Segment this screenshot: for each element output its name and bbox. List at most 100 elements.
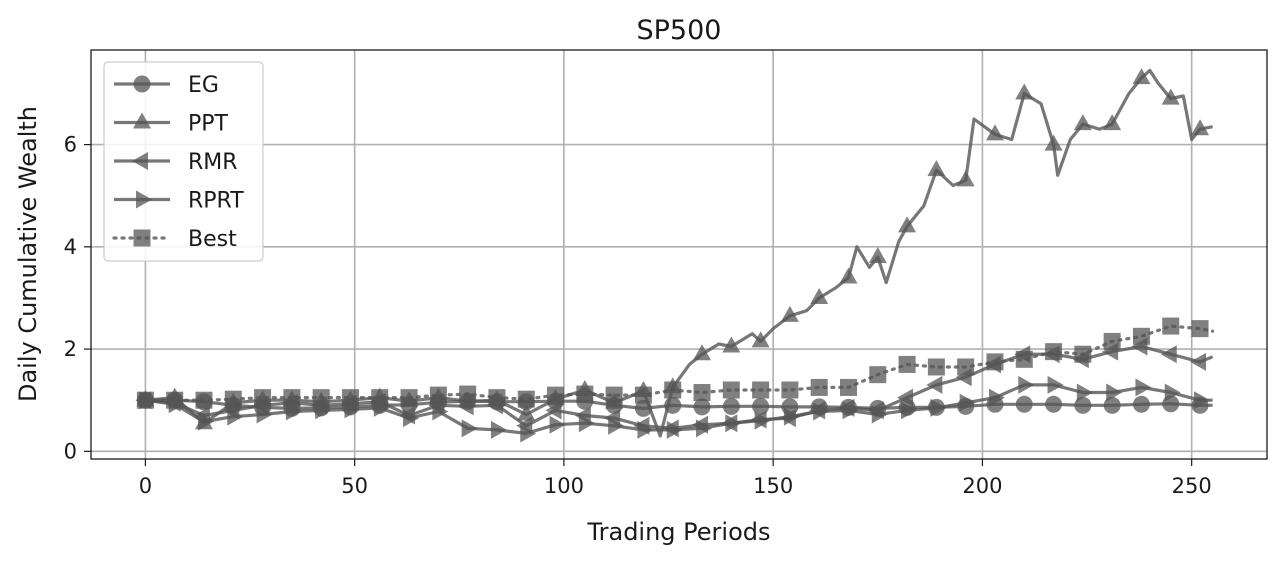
data-point-best <box>1103 332 1121 350</box>
legend-box <box>103 61 264 262</box>
data-point-ppt <box>927 160 946 177</box>
data-point-best <box>1074 345 1092 363</box>
data-point-ppt <box>1073 114 1092 131</box>
data-point-rmr <box>1160 345 1177 364</box>
data-point-best <box>312 389 330 407</box>
legend-marker-eg <box>133 75 151 93</box>
series-layer <box>135 68 1215 443</box>
data-point-best <box>1162 317 1180 335</box>
data-point-best <box>1015 350 1033 368</box>
x-tick-label: 100 <box>544 474 584 498</box>
data-point-rprt <box>930 398 947 417</box>
y-tick-label: 6 <box>64 133 77 157</box>
legend-label-best: Best <box>188 227 237 252</box>
series-rprt <box>139 375 1213 443</box>
data-point-best <box>488 389 506 407</box>
data-point-rprt <box>490 420 507 439</box>
y-axis-label: Daily Cumulative Wealth <box>14 106 42 402</box>
x-tick-label: 200 <box>962 474 1002 498</box>
data-point-best <box>810 378 828 396</box>
data-point-best <box>898 355 916 373</box>
data-point-ppt <box>868 247 887 264</box>
grid <box>91 50 1267 459</box>
data-point-best <box>371 389 389 407</box>
data-point-rprt <box>754 411 771 430</box>
data-point-best <box>957 358 975 376</box>
data-point-rprt <box>901 401 918 420</box>
y-tick-label: 2 <box>64 337 77 361</box>
data-point-best <box>341 389 359 407</box>
data-point-best <box>664 381 682 399</box>
data-point-rprt <box>637 420 654 439</box>
data-point-eg <box>1015 395 1033 413</box>
data-point-rmr <box>897 388 914 407</box>
data-point-rprt <box>285 402 302 421</box>
data-point-ppt <box>693 344 712 361</box>
legend-label-eg: EG <box>188 73 219 98</box>
data-point-rprt <box>842 401 859 420</box>
data-point-rmr <box>1190 352 1207 371</box>
legend-marker-best <box>133 229 151 247</box>
y-tick-label: 4 <box>64 235 77 259</box>
data-point-eg <box>1074 396 1092 414</box>
data-point-rprt <box>1106 383 1123 402</box>
legend-label-rprt: RPRT <box>188 189 244 214</box>
data-point-best <box>283 389 301 407</box>
data-point-ppt <box>1191 119 1210 136</box>
data-point-eg <box>752 397 770 415</box>
data-point-ppt <box>751 331 770 348</box>
data-point-rmr <box>926 375 943 394</box>
data-point-best <box>839 378 857 396</box>
data-point-ppt <box>839 267 858 284</box>
data-point-ppt <box>1015 83 1034 100</box>
data-point-ppt <box>810 287 829 304</box>
data-point-ppt <box>517 404 536 421</box>
legend-label-ppt: PPT <box>188 112 229 137</box>
legend: EG PPT RMR RPRT Best <box>103 61 264 262</box>
data-point-ppt <box>898 216 917 233</box>
data-point-best <box>254 389 272 407</box>
data-point-rprt <box>1164 383 1181 402</box>
data-point-rprt <box>227 407 244 426</box>
data-point-best <box>547 386 565 404</box>
data-point-best <box>166 391 184 409</box>
y-tick-label: 0 <box>64 439 77 463</box>
x-tick-label: 50 <box>341 474 368 498</box>
data-point-eg <box>693 398 711 416</box>
data-point-best <box>869 366 887 384</box>
data-point-ppt <box>780 305 799 322</box>
data-point-best <box>1132 327 1150 345</box>
data-point-rprt <box>608 416 625 435</box>
data-point-rprt <box>578 414 595 433</box>
legend-marker-ppt <box>133 112 151 129</box>
data-point-best <box>781 381 799 399</box>
data-point-rprt <box>197 412 214 431</box>
data-point-rprt <box>725 414 742 433</box>
data-point-eg <box>1103 396 1121 414</box>
data-point-rprt <box>520 424 537 443</box>
data-point-best <box>224 390 242 408</box>
data-point-ppt <box>956 170 975 187</box>
legend-marker-rprt <box>136 190 152 209</box>
data-point-best <box>986 353 1004 371</box>
x-tick-label: 150 <box>753 474 793 498</box>
data-point-best <box>634 386 652 404</box>
data-point-eg <box>1132 395 1150 413</box>
x-tick-label: 250 <box>1172 474 1212 498</box>
data-point-rprt <box>256 405 273 424</box>
data-point-best <box>722 381 740 399</box>
x-axis-label: Trading Periods <box>586 518 770 546</box>
data-point-rprt <box>432 402 449 421</box>
chart-title: SP500 <box>637 15 722 46</box>
data-point-rprt <box>783 407 800 426</box>
data-point-rprt <box>1018 375 1035 394</box>
data-point-rprt <box>696 419 713 438</box>
data-point-ppt <box>1103 114 1122 131</box>
legend-label-rmr: RMR <box>188 150 238 175</box>
data-point-rprt <box>1047 375 1064 394</box>
data-point-best <box>605 386 623 404</box>
data-point-ppt <box>1132 68 1151 85</box>
data-point-rprt <box>1076 383 1093 402</box>
x-tick-label: 0 <box>139 474 152 498</box>
